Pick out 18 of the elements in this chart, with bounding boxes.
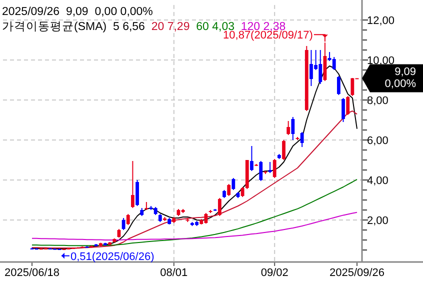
x-tick-label: 2025/06/18 <box>4 267 60 279</box>
y-tick-label: 12,00 <box>367 15 395 27</box>
annotation: 0,51(2025/06/26) <box>60 250 154 263</box>
text: 5 6,56 <box>112 21 152 33</box>
x-tick-label: 09/02 <box>260 267 288 279</box>
annotation: 10,87(2025/09/17) <box>223 30 313 42</box>
y-tick-label: 2,00 <box>367 215 388 227</box>
y-tick-label: 4,00 <box>367 175 388 187</box>
legend-title: 가격이동평균(SMA) <box>2 21 113 33</box>
x-tick-label: 08/01 <box>160 267 188 279</box>
y-tick-label: 6,00 <box>367 135 388 147</box>
y-tick-label: 10,00 <box>367 55 395 67</box>
y-tick-label: 8,00 <box>367 95 388 107</box>
annotation: 9,09 0,00% <box>362 64 423 92</box>
text: 20 7,29 <box>151 21 196 33</box>
chart-title: 2025/09/26 9,09 0,00 0,00% <box>2 6 153 18</box>
x-tick-label: 2025/09/26 <box>329 267 385 279</box>
annotation: 10,87(2025/09/17) <box>223 30 328 42</box>
